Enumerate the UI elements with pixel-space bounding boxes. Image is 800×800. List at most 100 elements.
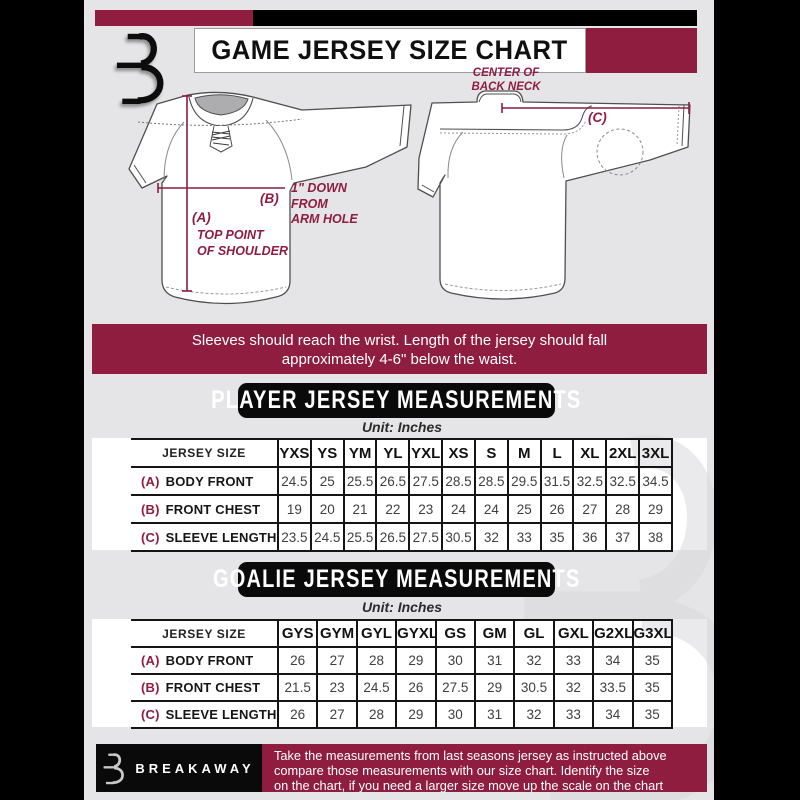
goalie-section-title: GOALIE JERSEY MEASUREMENTS xyxy=(212,565,581,593)
player-section-title-box: PLAYER JERSEY MEASUREMENTS xyxy=(211,383,580,418)
header-title-bar: GAME JERSEY SIZE CHART xyxy=(194,28,697,73)
goalie-unit-label: Unit: Inches xyxy=(361,599,443,615)
label-b: (B) xyxy=(260,191,279,206)
size-value-cell: 37 xyxy=(605,522,641,552)
column-header: M xyxy=(506,438,542,468)
size-value-cell: 32.5 xyxy=(605,466,641,496)
column-header: GL xyxy=(513,619,555,648)
row-label: (A) BODY FRONT xyxy=(131,466,279,496)
size-value-cell: 35 xyxy=(631,673,674,702)
row-key: (A) xyxy=(141,653,160,668)
footer-note-box: Take the measurements from last seasons … xyxy=(262,744,707,792)
size-value-cell: 31 xyxy=(473,646,516,675)
size-value-cell: 33.5 xyxy=(592,673,634,702)
size-value-cell: 23.5 xyxy=(277,522,312,552)
note-a: TOP POINT OF SHOULDER xyxy=(197,228,288,258)
table-row: (A) BODY FRONT 24.5 25 25.5 26.5 27.5 28.5 28.5 2… xyxy=(131,466,673,496)
top-accent-maroon xyxy=(95,10,253,26)
size-value-cell: 22 xyxy=(375,494,411,524)
size-value-cell: 29 xyxy=(473,673,516,702)
size-value-cell: 23 xyxy=(408,494,444,524)
row-key: (A) xyxy=(141,473,160,489)
column-header: XS xyxy=(441,438,476,468)
footer-breakaway-logo-icon xyxy=(103,752,125,784)
instruction-banner: Sleeves should reach the wrist. Length o… xyxy=(92,324,707,374)
header-row: JERSEY SIZE GYS GYM GYL GYXL GS GM GL GXL G2XL G3X… xyxy=(131,619,674,648)
size-value-cell: 35 xyxy=(631,700,674,729)
row-label: (A) BODY FRONT xyxy=(131,646,279,675)
size-value-cell: 28.5 xyxy=(473,466,509,496)
size-value-cell: 29.5 xyxy=(506,466,542,496)
row-key: (B) xyxy=(141,501,160,517)
column-header: JERSEY SIZE xyxy=(131,619,279,648)
column-header: 2XL xyxy=(605,438,641,468)
column-header: G3XL xyxy=(631,619,674,648)
size-value-cell: 34.5 xyxy=(638,466,673,496)
column-header: GYM xyxy=(316,619,358,648)
top-accent-black xyxy=(253,10,697,26)
row-label: (B) FRONT CHEST xyxy=(131,673,279,702)
column-header: YL xyxy=(375,438,411,468)
row-key: (B) xyxy=(141,680,160,695)
size-value-cell: 28 xyxy=(355,700,398,729)
size-value-cell: 36 xyxy=(572,522,608,552)
size-value-cell: 33 xyxy=(552,646,595,675)
column-header: 3XL xyxy=(638,438,673,468)
size-value-cell: 27.5 xyxy=(434,673,476,702)
size-value-cell: 32 xyxy=(552,673,595,702)
size-value-cell: 24 xyxy=(441,494,476,524)
size-value-cell: 32 xyxy=(513,700,555,729)
table-row: (B) FRONT CHEST 19 20 21 22 23 24 24 25 26 27 28 29 xyxy=(131,494,673,524)
size-value-cell: 19 xyxy=(277,494,312,524)
row-key: (C) xyxy=(141,707,160,722)
page-title: GAME JERSEY SIZE CHART xyxy=(211,35,569,65)
row-key: (C) xyxy=(141,529,160,545)
size-value-cell: 30 xyxy=(434,700,476,729)
size-value-cell: 28.5 xyxy=(441,466,476,496)
size-value-cell: 30 xyxy=(434,646,476,675)
size-value-cell: 35 xyxy=(539,522,575,552)
size-value-cell: 27.5 xyxy=(408,522,444,552)
column-header: S xyxy=(473,438,509,468)
column-header: YXL xyxy=(408,438,444,468)
size-value-cell: 26 xyxy=(276,700,319,729)
column-header: GM xyxy=(473,619,516,648)
measurement-lines xyxy=(157,95,690,292)
column-header: GS xyxy=(434,619,476,648)
column-header: GYL xyxy=(355,619,398,648)
size-value-cell: 28 xyxy=(605,494,641,524)
left-border-bar xyxy=(0,0,84,800)
column-header: JERSEY SIZE xyxy=(131,438,279,468)
title-box: GAME JERSEY SIZE CHART xyxy=(194,28,586,73)
size-value-cell: 24.5 xyxy=(277,466,312,496)
size-value-cell: 26 xyxy=(276,646,319,675)
column-header: YM xyxy=(342,438,378,468)
table-row: (B) FRONT CHEST 21.5 23 24.5 26 27.5 29 30.5 32 33… xyxy=(131,673,674,702)
note-center-back-neck: CENTER OF BACK NECK xyxy=(471,67,541,93)
footer-brand-box: BREAKAWAY xyxy=(96,744,262,792)
goalie-size-table: JERSEY SIZE GYS GYM GYL GYXL GS GM GL GXL G2XL G3X… xyxy=(131,619,674,729)
top-accent-bar xyxy=(95,10,697,26)
row-label: (C) SLEEVE LENGTH xyxy=(131,700,279,729)
size-value-cell: 21.5 xyxy=(276,673,319,702)
size-value-cell: 30.5 xyxy=(441,522,476,552)
size-value-cell: 29 xyxy=(395,646,437,675)
size-value-cell: 32.5 xyxy=(572,466,608,496)
size-value-cell: 35 xyxy=(631,646,674,675)
size-value-cell: 33 xyxy=(552,700,595,729)
breakaway-logo-icon xyxy=(116,33,164,104)
label-c: (C) xyxy=(588,110,607,125)
size-value-cell: 27 xyxy=(316,700,358,729)
size-value-cell: 32 xyxy=(513,646,555,675)
size-value-cell: 27 xyxy=(316,646,358,675)
size-value-cell: 27 xyxy=(572,494,608,524)
header-row: JERSEY SIZE YXS YS YM YL YXL XS S M L XL 2XL 3XL xyxy=(131,438,673,468)
table-row: (C) SLEEVE LENGTH 26 27 28 29 30 31 32 33 34 35 xyxy=(131,700,674,729)
column-header: GYXL xyxy=(395,619,437,648)
row-label: (C) SLEEVE LENGTH xyxy=(131,522,279,552)
size-value-cell: 33 xyxy=(506,522,542,552)
size-value-cell: 25 xyxy=(309,466,345,496)
size-value-cell: 34 xyxy=(592,700,634,729)
size-value-cell: 23 xyxy=(316,673,358,702)
